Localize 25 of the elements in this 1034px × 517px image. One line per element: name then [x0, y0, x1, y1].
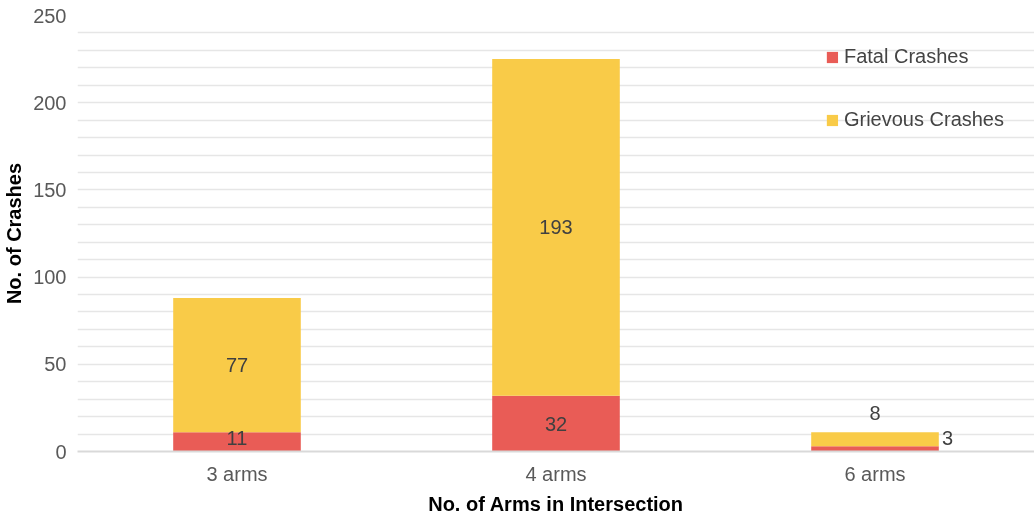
- data-label: 32: [544, 412, 568, 435]
- x-tick-label: 3 arms: [206, 462, 268, 485]
- y-tick-label: 250: [33, 4, 67, 27]
- data-label: 11: [226, 426, 248, 449]
- bar: [811, 432, 939, 447]
- y-tick-label: 50: [44, 353, 67, 376]
- y-axis-title: No. of Crashes: [3, 162, 26, 305]
- legend-label: Fatal Crashes: [843, 45, 969, 68]
- y-tick-label: 0: [55, 440, 67, 463]
- data-label: 3: [941, 426, 954, 449]
- x-tick-label: 6 arms: [844, 462, 906, 485]
- bar: [492, 395, 620, 452]
- bar: [492, 59, 620, 396]
- legend-label: Grievous Crashes: [843, 108, 1004, 131]
- bar: [811, 446, 939, 452]
- data-label: 77: [225, 354, 249, 377]
- y-tick-label: 100: [33, 266, 67, 289]
- bar: [173, 432, 301, 452]
- bar: [173, 298, 301, 433]
- data-label: 193: [539, 216, 573, 239]
- x-tick-label: 4 arms: [525, 462, 587, 485]
- y-tick-label: 150: [33, 178, 67, 201]
- data-label: 8: [869, 401, 881, 424]
- y-tick-label: 200: [33, 91, 67, 114]
- x-axis-title: No. of Arms in Intersection: [428, 492, 684, 515]
